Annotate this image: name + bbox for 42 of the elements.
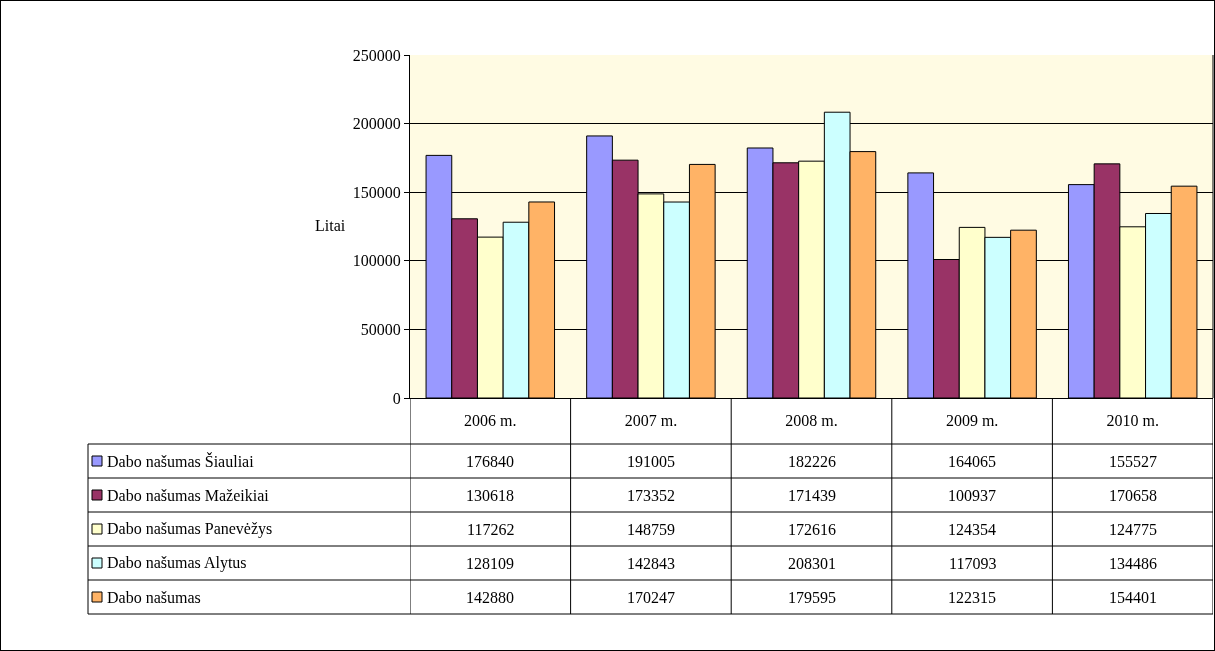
data-label: 172616 xyxy=(788,521,836,538)
data-label: 142843 xyxy=(627,555,675,572)
data-label: 164065 xyxy=(948,453,996,470)
data-label: 134486 xyxy=(1109,555,1157,572)
y-tick-label: 50000 xyxy=(360,321,401,338)
data-label: 191005 xyxy=(627,453,675,470)
data-label: 128109 xyxy=(466,555,514,572)
data-label: 124354 xyxy=(948,521,996,538)
data-label: 148759 xyxy=(627,521,675,538)
y-tick-label: 250000 xyxy=(352,46,401,64)
x-tick-label: 2008 m. xyxy=(785,412,838,430)
data-label: 124775 xyxy=(1109,521,1157,538)
y-tick-label: 100000 xyxy=(352,252,401,270)
data-label: 117262 xyxy=(467,521,515,538)
data-label: 117093 xyxy=(949,555,997,572)
data-label: 122315 xyxy=(948,589,996,606)
data-label: 100937 xyxy=(948,487,996,504)
data-label: 171439 xyxy=(788,487,836,504)
legend-label: Dabo našumas xyxy=(107,589,201,606)
x-tick-label: 2009 m. xyxy=(945,412,999,430)
x-tick-label: 2006 m. xyxy=(464,412,517,430)
legend-label: Dabo našumas Šiauliai xyxy=(107,452,255,470)
legend-label: Dabo našumas Alytus xyxy=(107,554,247,572)
data-label: 173352 xyxy=(627,487,675,504)
y-tick-label: 0 xyxy=(392,389,401,407)
data-label: 179595 xyxy=(788,589,836,606)
data-label: 176840 xyxy=(466,453,514,470)
y-axis-title: Litai xyxy=(315,217,346,234)
data-label: 130618 xyxy=(466,487,514,504)
data-label: 182226 xyxy=(788,453,836,470)
data-label: 142880 xyxy=(466,589,514,606)
data-label: 154401 xyxy=(1109,589,1157,606)
x-tick-label: 2007 m. xyxy=(624,412,678,430)
x-tick-label: 2010 m. xyxy=(1106,412,1159,430)
y-tick-label: 150000 xyxy=(352,183,401,201)
y-tick-label: 200000 xyxy=(352,115,401,133)
data-label: 155527 xyxy=(1109,453,1157,470)
legend-label: Dabo našumas Panevėžys xyxy=(107,520,273,538)
data-label: 208301 xyxy=(788,555,836,572)
data-label: 170247 xyxy=(627,589,675,606)
legend-label: Dabo našumas Mažeikiai xyxy=(107,487,270,504)
data-label: 170658 xyxy=(1109,487,1157,504)
